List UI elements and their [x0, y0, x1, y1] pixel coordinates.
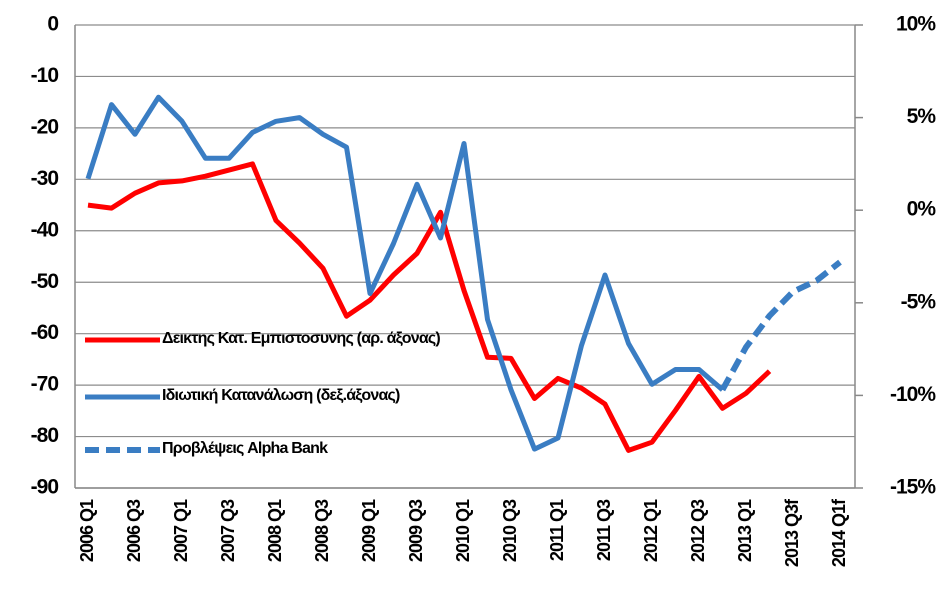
x-tick-label: 2012 Q3: [688, 499, 708, 562]
y2-tick-label: -10%: [890, 383, 936, 406]
legend-entry: Δεικτης Κατ. Εμπιστοσυνης (αρ. άξονας): [162, 330, 441, 347]
x-tick-label: 2011 Q1: [547, 499, 567, 561]
x-tick-label: 2011 Q3: [594, 499, 614, 561]
legend-label: Προβλέψεις Alpha Bank: [162, 440, 328, 457]
x-tick-label: 2013 Q1: [735, 499, 755, 562]
x-tick-label: 2008 Q1: [265, 499, 285, 562]
x-tick-label: 2009 Q1: [359, 499, 379, 562]
legend-entry: Ιδιωτική Κατανάλωση (δεξ.άξονας): [162, 387, 400, 404]
x-tick-label: 2010 Q3: [500, 499, 520, 562]
y-tick-label: 0: [47, 13, 58, 36]
y-tick-label: -30: [31, 167, 59, 190]
x-tick-label: 2010 Q1: [453, 499, 473, 562]
y2-tick-label: 10%: [896, 13, 936, 36]
y2-tick-label: 0%: [907, 198, 937, 221]
y-tick-label: -10: [31, 64, 59, 87]
x-tick-label: 2014 Q1f: [829, 498, 849, 567]
x-tick-label: 2008 Q3: [312, 499, 332, 562]
series-line: [85, 94, 725, 452]
legend-label: Ιδιωτική Κατανάλωση (δεξ.άξονας): [162, 387, 400, 404]
x-tick-label: 2006 Q1: [77, 499, 97, 562]
y2-tick-label: -15%: [890, 476, 936, 499]
x-tick-label: 2009 Q3: [406, 499, 426, 562]
series-line: [87, 161, 772, 453]
y-tick-label: -50: [31, 270, 59, 293]
legend-label: Δεικτης Κατ. Εμπιστοσυνης (αρ. άξονας): [162, 330, 441, 347]
y-tick-label: -80: [31, 424, 59, 447]
y2-tick-label: -5%: [901, 290, 937, 313]
y-tick-label: -70: [31, 373, 59, 396]
series-line: [719, 259, 842, 392]
x-tick-label: 2013 Q3f: [782, 498, 802, 567]
y-tick-label: -40: [31, 218, 59, 241]
x-tick-label: 2012 Q1: [641, 499, 661, 562]
y-tick-label: -60: [31, 321, 59, 344]
y2-tick-label: 5%: [907, 105, 937, 128]
x-tick-label: 2007 Q1: [171, 499, 191, 562]
legend-entry: Προβλέψεις Alpha Bank: [162, 440, 328, 457]
x-tick-label: 2007 Q3: [218, 499, 238, 562]
y-tick-label: -90: [31, 476, 59, 499]
x-tick-label: 2006 Q3: [124, 499, 144, 562]
y-tick-label: -20: [31, 115, 59, 138]
